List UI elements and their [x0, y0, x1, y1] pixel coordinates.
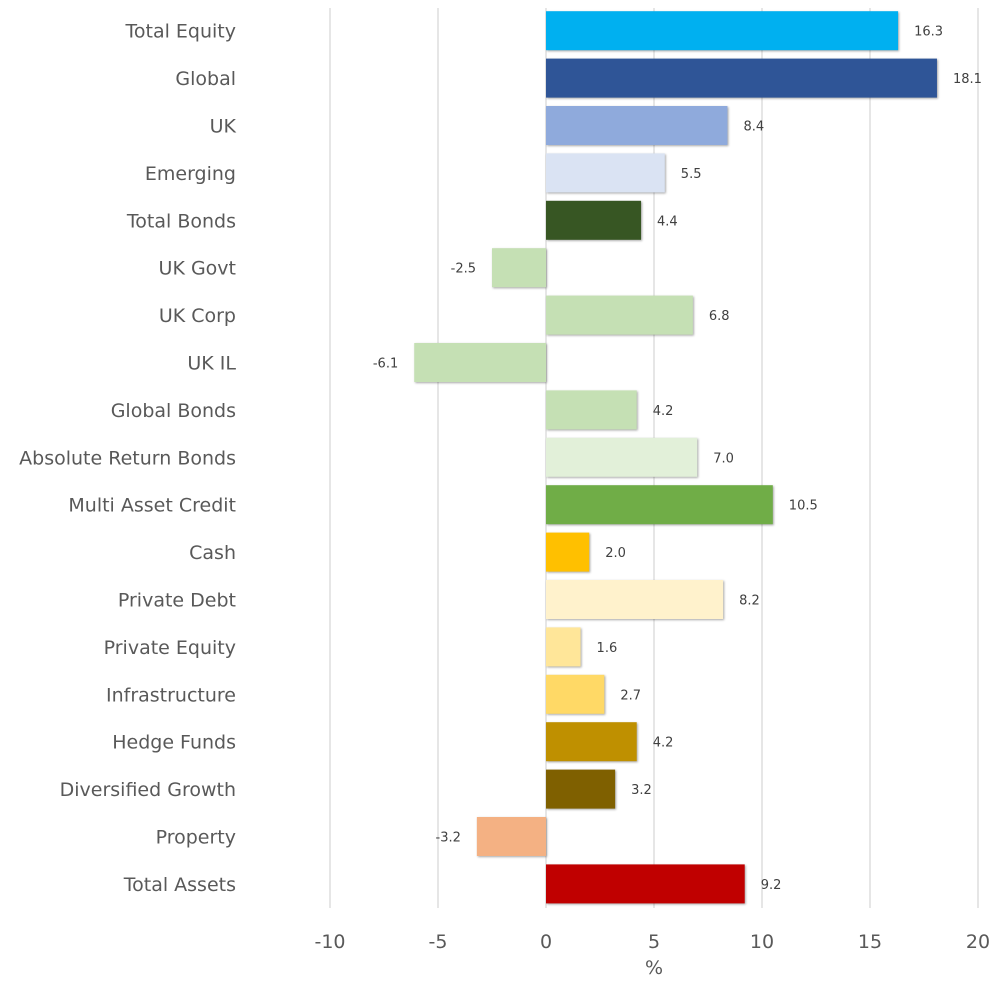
data-label: -2.5 [451, 262, 476, 277]
category-label: Diversified Growth [60, 779, 236, 801]
bar [546, 627, 581, 667]
category-label: Infrastructure [106, 684, 236, 706]
x-tick-label: 15 [858, 931, 882, 953]
data-label: -3.2 [436, 831, 461, 846]
bar [546, 58, 937, 98]
category-label: Emerging [145, 163, 236, 185]
data-label: 2.0 [605, 546, 626, 561]
x-tick-label: -10 [314, 931, 345, 953]
category-label: Cash [189, 542, 236, 564]
data-label: 4.2 [653, 404, 674, 419]
bar [546, 864, 745, 904]
bar [546, 106, 728, 145]
x-tick-label: 0 [540, 931, 552, 953]
category-label: UK Corp [159, 305, 236, 327]
bar [546, 437, 698, 477]
data-label: 9.2 [761, 878, 782, 893]
category-label: Total Assets [123, 874, 236, 896]
category-label: Absolute Return Bonds [19, 447, 236, 469]
bar [546, 769, 616, 809]
bar [546, 390, 637, 430]
category-label: UK Govt [159, 258, 236, 280]
category-label: UK [210, 116, 237, 138]
bar [546, 200, 642, 240]
bar [546, 532, 590, 572]
category-label: Global Bonds [111, 400, 236, 422]
bar [546, 153, 665, 193]
data-label: 4.4 [657, 214, 678, 229]
data-label: 8.4 [743, 120, 764, 135]
x-tick-label: 5 [648, 931, 660, 953]
x-tick-label: -5 [429, 931, 448, 953]
label-layer: -10 -5 0 5 10 15 20 Total Equity 16.3 Global 18.1 U… [19, 21, 990, 953]
bar [546, 674, 605, 714]
category-label: Multi Asset Credit [68, 495, 236, 517]
category-label: Private Equity [104, 637, 236, 659]
data-label: -6.1 [373, 357, 398, 372]
category-label: Hedge Funds [112, 732, 236, 754]
bar [414, 343, 546, 382]
category-label: Private Debt [118, 590, 236, 612]
category-label: Global [175, 68, 236, 90]
x-axis-title: % [645, 957, 663, 979]
data-label: 2.7 [620, 688, 641, 703]
bar [492, 248, 546, 288]
x-tick-label: 10 [750, 931, 774, 953]
bar [476, 817, 546, 856]
bar [546, 722, 637, 762]
data-label: 10.5 [789, 499, 818, 514]
bar [546, 11, 899, 51]
data-label: 8.2 [739, 594, 760, 609]
bar-layer [414, 11, 937, 904]
x-tick-label: 20 [966, 931, 990, 953]
data-label: 5.5 [681, 167, 702, 182]
data-label: 7.0 [713, 451, 734, 466]
bar [546, 295, 693, 335]
data-label: 1.6 [597, 641, 618, 656]
category-label: Property [156, 827, 236, 849]
category-label: UK IL [187, 353, 236, 375]
data-label: 18.1 [953, 72, 982, 87]
data-label: 16.3 [914, 25, 943, 40]
category-label: Total Equity [125, 21, 237, 43]
data-label: 4.2 [653, 736, 674, 751]
bar [546, 485, 773, 525]
bar [546, 580, 724, 619]
data-label: 6.8 [709, 309, 730, 324]
category-label: Total Bonds [126, 210, 236, 232]
data-label: 3.2 [631, 783, 652, 798]
